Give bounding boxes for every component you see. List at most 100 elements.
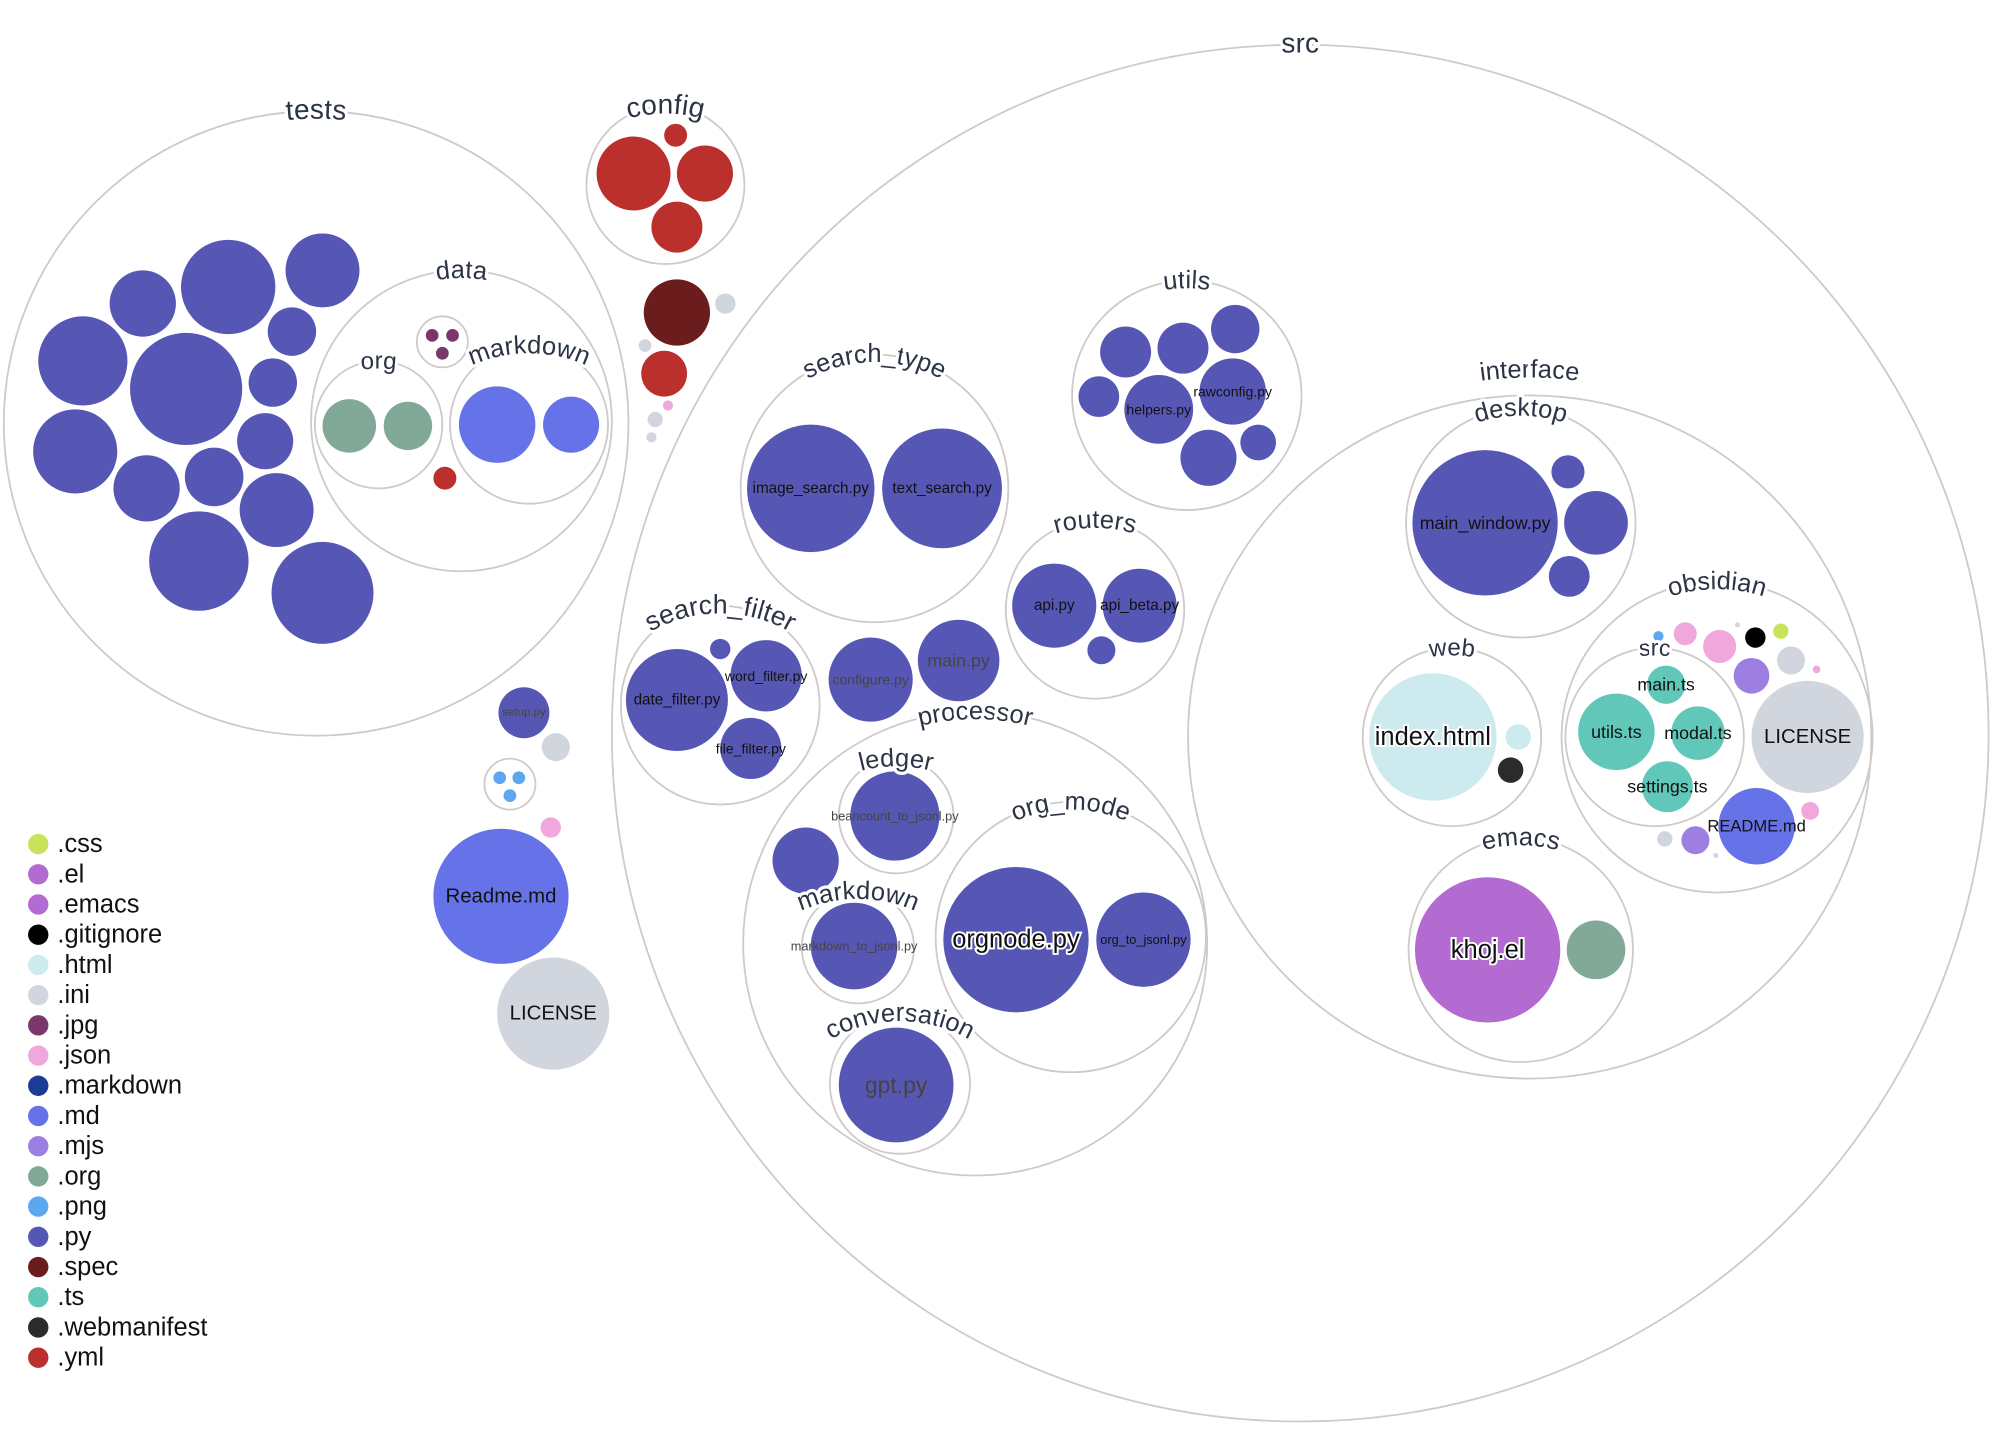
file-bubble[interactable] [1199, 358, 1266, 425]
file-bubble[interactable] [1681, 826, 1710, 855]
file-bubble[interactable] [772, 827, 839, 894]
file-py[interactable] [1180, 429, 1237, 486]
file-word-filter-py[interactable]: word_filter.py [724, 640, 808, 712]
file-bubble[interactable] [433, 466, 457, 490]
file-bubble[interactable] [1414, 877, 1561, 1023]
folder-tests[interactable] [2, 110, 630, 737]
file-bubble[interactable] [1369, 673, 1497, 801]
file-bubble[interactable] [435, 346, 449, 360]
file-bubble[interactable] [943, 866, 1089, 1013]
file-bubble[interactable] [1566, 920, 1626, 980]
file-readme-md[interactable]: README.md [1707, 787, 1806, 865]
file-main-py[interactable]: main.py [917, 619, 1000, 702]
file-py[interactable] [239, 473, 314, 548]
file-bubble[interactable] [664, 123, 688, 147]
folder-interface[interactable] [1187, 394, 1873, 1080]
folder-config[interactable] [585, 105, 746, 265]
file-ini[interactable] [541, 733, 570, 762]
file-bubble[interactable] [1578, 693, 1655, 771]
file-jpg[interactable] [425, 329, 439, 342]
file-bubble[interactable] [38, 316, 128, 406]
file-bubble[interactable] [1733, 657, 1770, 694]
file-bubble[interactable] [662, 400, 674, 411]
file-yml[interactable] [596, 136, 671, 211]
file-bubble[interactable] [425, 329, 439, 342]
file-bubble[interactable] [1157, 322, 1209, 374]
file-bubble[interactable] [540, 817, 561, 838]
file-bubble[interactable] [1646, 665, 1686, 704]
file-bubble[interactable] [1240, 424, 1277, 461]
file-webmanifest[interactable] [1497, 757, 1524, 783]
file-bubble[interactable] [541, 733, 570, 762]
file-bubble[interactable] [33, 409, 118, 494]
file-bubble[interactable] [647, 411, 663, 428]
file-py[interactable] [1551, 455, 1585, 489]
file-bubble[interactable] [882, 428, 1002, 549]
file-bubble[interactable] [285, 233, 360, 308]
file-bubble[interactable] [1180, 429, 1237, 486]
file-py[interactable] [184, 447, 244, 507]
file-bubble[interactable] [237, 413, 294, 470]
file-bubble[interactable] [433, 828, 569, 964]
folder-org[interactable] [313, 360, 444, 490]
file-utils-ts[interactable]: utils.ts [1578, 693, 1655, 771]
file-bubble[interactable] [181, 239, 276, 335]
file-bubble[interactable] [715, 293, 736, 314]
file-bubble[interactable] [643, 279, 711, 346]
file-index-html[interactable]: index.html [1369, 673, 1497, 801]
file-py[interactable] [710, 638, 731, 660]
file-bubble[interactable] [149, 511, 249, 611]
file-date-filter-py[interactable]: date_filter.py [625, 649, 728, 751]
file-bubble[interactable] [184, 447, 244, 507]
folder-web[interactable] [1361, 646, 1543, 828]
file-helpers-py[interactable]: helpers.py [1124, 374, 1194, 444]
file-bubble[interactable] [1653, 631, 1664, 642]
file-bubble[interactable] [1412, 450, 1558, 596]
file-bubble[interactable] [1745, 627, 1766, 648]
folder-markdown[interactable] [449, 344, 609, 505]
file-bubble[interactable] [1703, 629, 1737, 664]
file-api-beta-py[interactable]: api_beta.py [1100, 568, 1179, 643]
file-png[interactable] [503, 789, 517, 802]
file-bubble[interactable] [498, 687, 550, 739]
file-bubble[interactable] [810, 902, 898, 990]
file-configure-py[interactable]: configure.py [828, 637, 913, 722]
file-bubble[interactable] [1497, 757, 1524, 783]
file-mjs[interactable] [1733, 657, 1770, 694]
file-json[interactable] [540, 817, 561, 838]
file-json[interactable] [1703, 629, 1737, 664]
file-bubble[interactable] [239, 473, 314, 548]
file-rawconfig-py[interactable]: rawconfig.py [1193, 358, 1272, 425]
file-py[interactable] [772, 827, 839, 894]
file-bubble[interactable] [838, 1027, 954, 1143]
file-bubble[interactable] [1211, 304, 1260, 354]
file-bubble[interactable] [248, 358, 298, 407]
file-ini[interactable] [638, 339, 652, 352]
file-py[interactable] [237, 413, 294, 470]
folder-utils[interactable] [1071, 279, 1303, 511]
folder-routers[interactable] [1004, 519, 1186, 700]
file-org[interactable] [383, 401, 433, 451]
file-mjs[interactable] [1681, 826, 1710, 855]
file-ini[interactable] [646, 432, 657, 443]
file-jpg[interactable] [446, 329, 459, 342]
folder-search-type[interactable] [739, 353, 1010, 624]
file-bubble[interactable] [710, 638, 731, 660]
folder-src[interactable] [1564, 646, 1745, 828]
file-md[interactable] [458, 386, 536, 463]
file-py[interactable] [248, 358, 298, 407]
file-bubble[interactable] [676, 145, 733, 202]
file-bubble[interactable] [1734, 622, 1741, 628]
file-bubble[interactable] [271, 541, 374, 644]
file-bubble[interactable] [109, 270, 176, 337]
file-gpt-py[interactable]: gpt.py [838, 1027, 954, 1143]
file-html[interactable] [1505, 724, 1531, 750]
file-py[interactable] [1100, 326, 1152, 378]
file-spec[interactable] [643, 279, 711, 346]
folder-desktop[interactable] [1405, 407, 1637, 639]
file-bubble[interactable] [1673, 622, 1697, 646]
file-yml[interactable] [641, 350, 688, 397]
file-bubble[interactable] [641, 350, 688, 397]
file-file-filter-py[interactable]: file_filter.py [716, 717, 786, 780]
folder-src[interactable] [610, 43, 1990, 1423]
